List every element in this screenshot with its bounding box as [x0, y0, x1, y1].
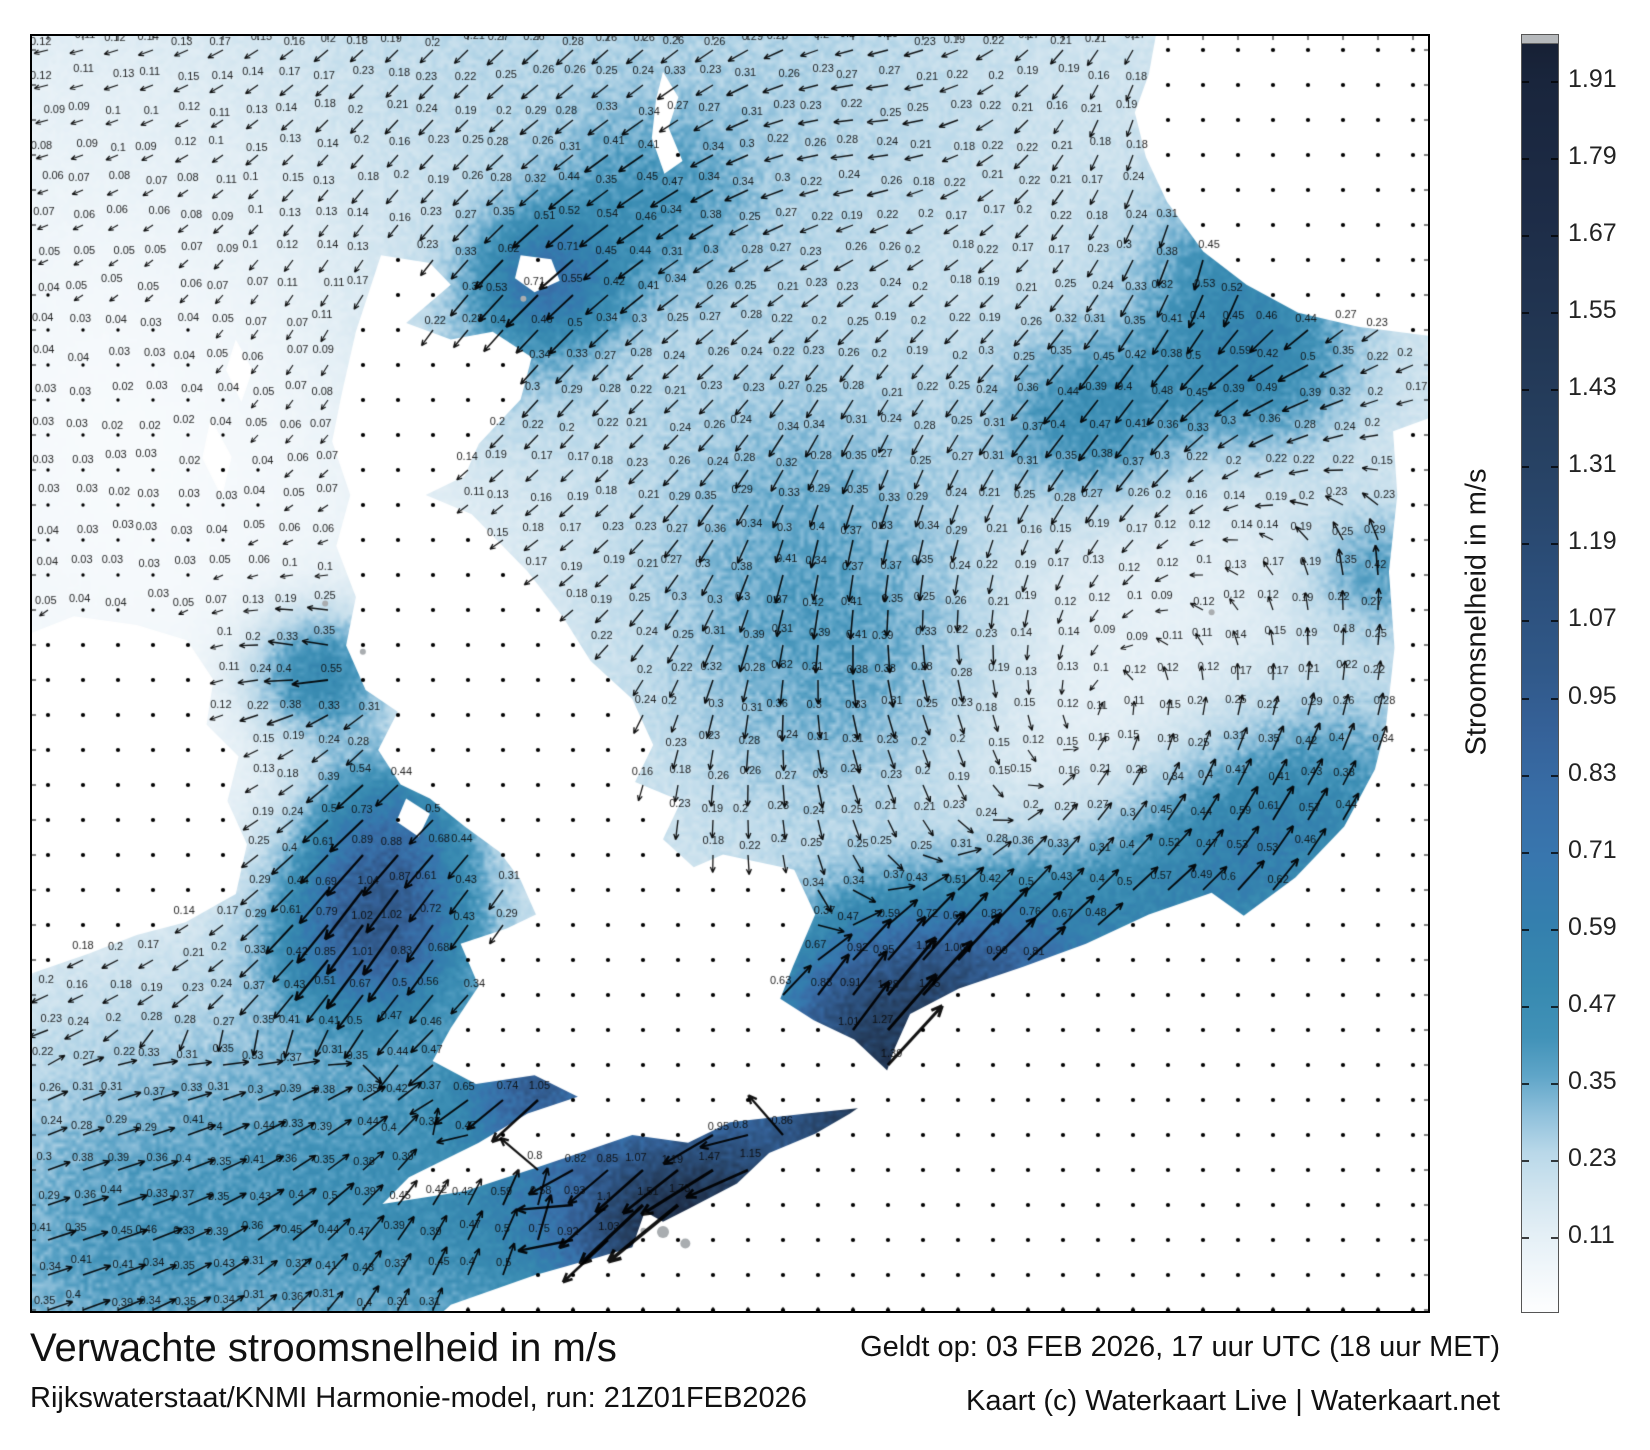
colorbar-tick-label: 0.35	[1568, 1066, 1617, 1095]
colorbar-tickmark	[1522, 235, 1529, 238]
colorbar-tickmark	[1522, 928, 1529, 931]
colorbar-tickmark	[1551, 1082, 1558, 1085]
colorbar-tickmark	[1522, 543, 1529, 546]
valid-time: Geldt op: 03 FEB 2026, 17 uur UTC (18 uu…	[860, 1331, 1500, 1363]
colorbar-tick-label: 1.31	[1568, 450, 1617, 479]
colorbar-tickmark	[1551, 620, 1558, 623]
colorbar-tick-label: 0.23	[1568, 1143, 1617, 1172]
model-run-info: Rijkswaterstaat/KNMI Harmonie-model, run…	[30, 1382, 807, 1414]
colorbar-tickmark	[1522, 1159, 1529, 1162]
colorbar-tick-label: 1.55	[1568, 296, 1617, 325]
colorbar-tickmark	[1551, 389, 1558, 392]
colorbar-tickmark	[1522, 697, 1529, 700]
colorbar-tick-label: 1.43	[1568, 373, 1617, 402]
colorbar-tickmark	[1522, 851, 1529, 854]
colorbar-tickmark	[1522, 774, 1529, 777]
colorbar-tick-label: 1.19	[1568, 527, 1617, 556]
colorbar-tickmark	[1522, 81, 1529, 83]
colorbar-tick-label: 1.07	[1568, 604, 1617, 633]
colorbar-tickmark	[1551, 466, 1558, 469]
colorbar-tickmark	[1551, 928, 1558, 931]
map-title: Verwachte stroomsnelheid in m/s	[30, 1326, 617, 1370]
colorbar-tickmark	[1551, 1159, 1558, 1162]
colorbar-tickmark	[1522, 389, 1529, 392]
colorbar-tickmark	[1551, 235, 1558, 238]
colorbar-tickmark	[1522, 312, 1529, 315]
colorbar	[1521, 34, 1559, 1313]
colorbar-tick-label: 1.67	[1568, 219, 1617, 248]
map-credit: Kaart (c) Waterkaart Live | Waterkaart.n…	[966, 1385, 1500, 1417]
colorbar-tickmark	[1551, 1236, 1558, 1239]
colorbar-tickmark	[1522, 158, 1529, 161]
colorbar-tick-label: 1.79	[1568, 142, 1617, 171]
colorbar-tickmark	[1551, 312, 1558, 315]
colorbar-tickmark	[1522, 620, 1529, 623]
colorbar-tick-label: 0.47	[1568, 989, 1617, 1018]
colorbar-tickmark	[1551, 81, 1558, 83]
colorbar-tickmark	[1522, 1082, 1529, 1085]
colorbar-tickmark	[1551, 543, 1558, 546]
colorbar-tickmark	[1522, 1236, 1529, 1239]
colorbar-tick-label: 0.95	[1568, 681, 1617, 710]
colorbar-tick-label: 0.59	[1568, 912, 1617, 941]
colorbar-tickmark	[1551, 1005, 1558, 1008]
colorbar-tickmark	[1551, 158, 1558, 161]
colorbar-tick-label: 1.91	[1568, 65, 1617, 93]
colorbar-tick-label: 0.71	[1568, 835, 1617, 864]
colorbar-tickmark	[1551, 774, 1558, 777]
colorbar-tick-label: 0.11	[1568, 1220, 1615, 1249]
colorbar-axis-label: Stroomsnelheid in m/s	[1460, 468, 1493, 756]
map-frame	[30, 34, 1430, 1313]
colorbar-tick-label: 0.83	[1568, 758, 1617, 787]
current-speed-map-canvas	[32, 36, 1428, 1311]
colorbar-tickmark	[1551, 851, 1558, 854]
colorbar-overflow-cap	[1522, 35, 1558, 44]
colorbar-tickmark	[1551, 697, 1558, 700]
colorbar-tickmark	[1522, 466, 1529, 469]
colorbar-tickmark	[1522, 1005, 1529, 1008]
